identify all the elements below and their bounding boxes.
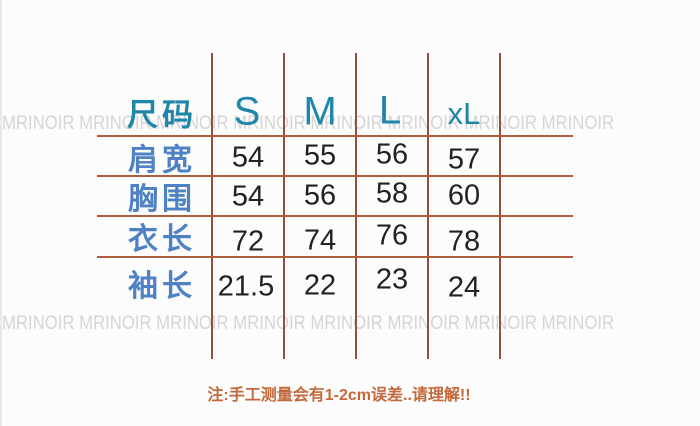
grid-line-vertical	[427, 53, 429, 359]
table-cell: 74	[303, 224, 337, 257]
grid-line-vertical	[355, 53, 357, 359]
table-cell: 55	[303, 139, 337, 172]
table-cell: 24	[447, 271, 481, 304]
size-header-xl: xL	[447, 96, 481, 131]
table-cell: 21.5	[217, 270, 275, 303]
table-cell: 76	[375, 219, 409, 252]
grid-line-vertical	[283, 53, 285, 359]
table-cell: 58	[375, 177, 409, 210]
row-label-sleeve-length: 袖长	[128, 270, 196, 303]
table-cell: 78	[447, 225, 481, 258]
watermark-row: MRINOIR MRINOIR MRINOIR MRINOIR MRINOIR …	[2, 113, 615, 134]
grid-line-horizontal	[97, 135, 573, 137]
table-cell: 56	[303, 179, 337, 212]
row-label-chest: 胸围	[128, 183, 196, 216]
grid-line-vertical	[211, 53, 213, 359]
table-cell: 56	[375, 138, 409, 171]
size-chart-header-label: 尺码	[127, 97, 197, 133]
table-cell: 57	[447, 143, 481, 176]
table-cell: 54	[231, 180, 265, 213]
left-edge-artifact	[0, 0, 2, 426]
measurement-note: 注:手工测量会有1-2cm误差..请理解!!	[207, 387, 471, 404]
table-cell: 22	[303, 269, 337, 302]
size-header-l: L	[378, 88, 402, 133]
grid-line-vertical	[499, 53, 501, 359]
grid-line-horizontal	[97, 215, 573, 217]
table-cell: 54	[231, 141, 265, 174]
size-header-s: S	[233, 89, 261, 134]
table-cell: 72	[231, 225, 265, 258]
table-cell: 23	[375, 263, 409, 296]
table-cell: 60	[447, 179, 481, 212]
size-header-m: M	[303, 89, 337, 134]
grid-line-horizontal	[97, 175, 573, 177]
grid-line-horizontal	[97, 256, 573, 258]
watermark-row: MRINOIR MRINOIR MRINOIR MRINOIR MRINOIR …	[2, 313, 615, 334]
row-label-garment-length: 衣长	[128, 223, 196, 256]
row-label-shoulder-width: 肩宽	[128, 144, 196, 177]
